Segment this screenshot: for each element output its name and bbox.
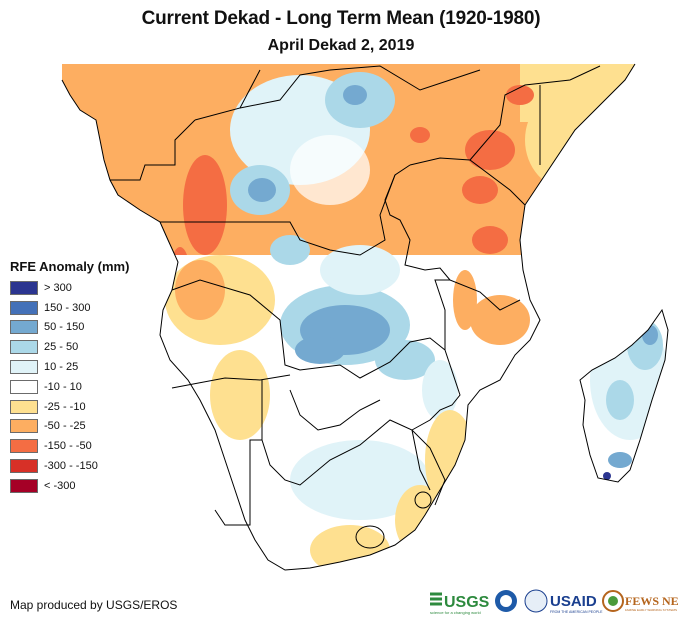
fewsnet-tagline: FAMINE EARLY WARNING SYSTEMS NETWORK	[625, 608, 678, 612]
map-title: Current Dekad - Long Term Mean (1920-198…	[141, 8, 541, 29]
field-neutral-congo	[290, 135, 370, 205]
legend-swatch	[10, 340, 38, 355]
legend-title: RFE Anomaly (mm)	[10, 259, 130, 274]
legend-label: -50 - -25	[44, 420, 86, 433]
legend-item: -10 - 10	[10, 377, 129, 397]
legend-swatch	[10, 399, 38, 414]
legend-label: -25 - -10	[44, 400, 86, 413]
coastline-madagascar	[579, 308, 669, 483]
map-subtitle: April Dekad 2, 2019	[267, 37, 415, 54]
field-dry-angola-s	[175, 260, 225, 320]
field-wet-congo-4	[248, 178, 276, 202]
legend-swatch	[10, 439, 38, 454]
field-wet-drc-s	[320, 245, 400, 295]
usgs-waves-icon	[430, 592, 442, 606]
usgs-logo: USGS science for a changing world	[430, 592, 490, 615]
border-10	[434, 279, 521, 350]
legend-label: > 300	[44, 281, 72, 294]
border-2	[110, 119, 196, 181]
field-light-wet-bots	[290, 440, 430, 520]
legend-label: -150 - -50	[44, 440, 92, 453]
border-14	[261, 419, 446, 506]
legend-item: > 300	[10, 278, 129, 298]
legend-label: -10 - 10	[44, 380, 82, 393]
border-8	[384, 174, 451, 281]
fewsnet-logo-text: FEWS NET	[625, 594, 678, 608]
anomaly-fields	[62, 64, 668, 570]
borders	[61, 63, 669, 571]
legend-label: 10 - 25	[44, 361, 79, 374]
legend-item: -25 - -10	[10, 397, 129, 417]
field-wet-zambia-4	[375, 340, 435, 380]
field-very-dry-tz2	[472, 226, 508, 254]
legend-swatch	[10, 379, 38, 394]
border-6	[469, 65, 601, 161]
legend-item: -150 - -50	[10, 436, 129, 456]
border-9	[171, 279, 446, 379]
field-light-dry-sa-east	[395, 485, 445, 555]
field-wet-madagascar-6	[603, 472, 611, 480]
field-light-dry-sa-south	[310, 525, 390, 570]
legend-item: < -300	[10, 476, 129, 496]
field-wet-madagascar-3	[606, 380, 634, 420]
legend-swatch	[10, 459, 38, 474]
usaid-logo: USAID FROM THE AMERICAN PEOPLE	[524, 589, 603, 614]
field-very-dry-angola	[183, 155, 227, 255]
field-very-dry-uganda	[410, 127, 430, 143]
legend-item: 150 - 300	[10, 298, 129, 318]
fewsnet-logo: FEWS NET FAMINE EARLY WARNING SYSTEMS NE…	[602, 590, 678, 612]
legend-swatch	[10, 320, 38, 335]
legend-label: 25 - 50	[44, 341, 79, 354]
legend-item: -50 - -25	[10, 417, 129, 437]
border-16	[289, 389, 381, 431]
field-very-dry-kenya	[465, 130, 515, 170]
field-wet-zambia-3	[295, 336, 345, 364]
legend-swatch	[10, 280, 38, 295]
legend-swatch	[10, 419, 38, 434]
usgs-logo-text: USGS	[444, 594, 490, 611]
credit-text: Map produced by USGS/EROS	[10, 598, 178, 612]
legend-rows: > 300 150 - 300 50 - 150 25 - 50 10 - 25 -10 …	[10, 278, 129, 496]
legend-swatch	[10, 360, 38, 375]
field-wet-madagascar-5	[608, 452, 632, 468]
legend-label: 50 - 150	[44, 321, 85, 334]
usaid-tagline: FROM THE AMERICAN PEOPLE	[550, 610, 603, 614]
field-light-dry-east	[525, 90, 615, 190]
border-eswatini	[414, 491, 432, 509]
anomaly-map	[61, 63, 669, 571]
field-very-dry-ethiopia	[506, 85, 534, 105]
partner-logos: USGS science for a changing world USAID …	[430, 589, 678, 615]
legend-item: 50 - 150	[10, 318, 129, 338]
field-light-dry-namibia	[210, 350, 270, 440]
legend-label: 150 - 300	[44, 301, 91, 314]
border-13	[214, 380, 263, 526]
field-wet-congo-5	[343, 85, 367, 105]
field-dry-tz-south	[470, 295, 530, 345]
legend-item: 10 - 25	[10, 357, 129, 377]
coastline-mainland	[61, 63, 636, 571]
border-11	[411, 349, 461, 431]
usaid-logo-text: USAID	[550, 593, 597, 610]
legend-swatch	[10, 478, 38, 493]
field-wet-drc-s2	[270, 235, 310, 265]
border-lesotho	[355, 525, 385, 549]
border-4	[239, 65, 481, 109]
legend-label: < -300	[44, 479, 76, 492]
legend-item: 25 - 50	[10, 337, 129, 357]
legend-swatch	[10, 300, 38, 315]
field-very-dry-tz1	[462, 176, 498, 204]
border-12	[171, 374, 291, 389]
usaid-seal-icon	[524, 589, 548, 613]
field-wet-moz	[422, 360, 458, 420]
usgs-tagline: science for a changing world	[430, 610, 481, 615]
legend-item: -300 - -150	[10, 456, 129, 476]
noaa-logo	[495, 590, 517, 612]
border-15	[411, 429, 431, 491]
legend: RFE Anomaly (mm) > 300 150 - 300 50 - 150 2…	[10, 259, 129, 496]
legend-label: -300 - -150	[44, 460, 98, 473]
